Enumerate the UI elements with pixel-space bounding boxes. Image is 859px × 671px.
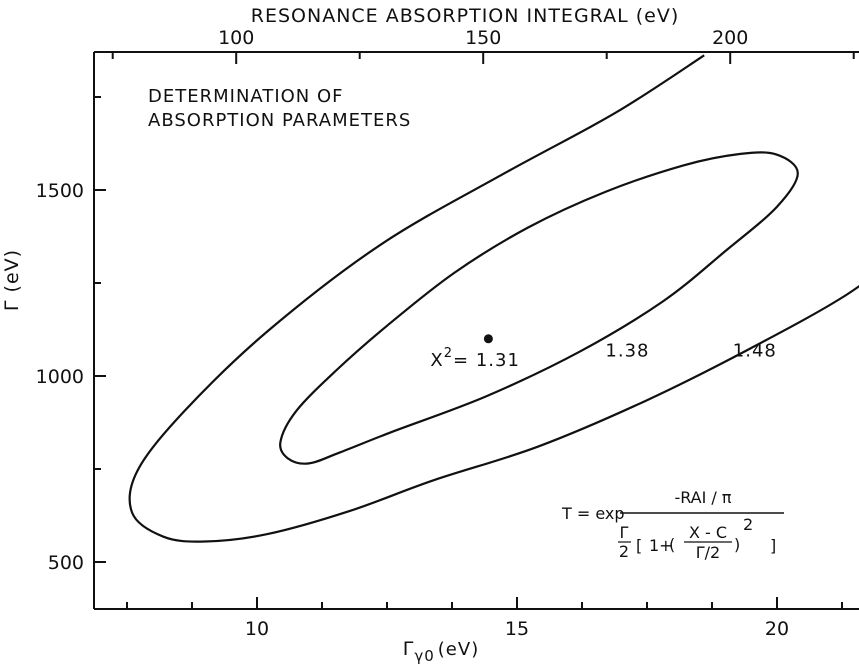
x-tick-label: 10 [245,618,269,640]
contours: 1.38 1.48 [128,54,859,543]
formula-gamma: Γ [620,523,629,542]
chi2-value: = 1.31 [453,350,520,371]
top-tick-label: 100 [218,27,254,49]
x-tick-label: 15 [505,618,529,640]
top-tick-label: 150 [465,27,501,49]
formula-paren-open: ( [669,535,675,554]
formula-two: 2 [619,542,629,561]
y-tick-label: 500 [48,552,84,574]
chi2-symbol: X [430,350,443,371]
contour-label: 1.38 [605,341,649,362]
formula-one-plus: 1+ [649,536,673,555]
transmission-formula: T = exp -RAI / π Γ 2 [ 1+ ( X - C Γ/2 ) … [561,488,784,562]
formula-inner-denominator: Γ/2 [696,543,720,562]
x-axis-title: Γγ0 (eV) [403,638,479,665]
best-fit-point [483,334,493,344]
formula-inner-numerator: X - C [689,523,727,542]
y-tick-label: 1500 [36,180,84,202]
x-axis-title-unit: (eV) [438,639,479,660]
ticks: 10 15 20 500 1000 1500 100 150 200 [36,27,855,640]
contour-1-48 [128,54,859,543]
y-axis-title: Γ (eV) [1,249,23,311]
formula-numerator: -RAI / π [674,488,731,507]
contour-1-38 [279,151,799,465]
contour-label: 1.48 [733,341,777,362]
x-axis-title-sub: γ0 [414,647,434,665]
chart-title-line-2: ABSORPTION PARAMETERS [148,110,411,131]
chi2-annotation: X2= 1.31 [430,346,520,371]
chi2-superscript: 2 [444,346,453,361]
y-tick-label: 1000 [36,366,84,388]
formula-bracket-close: ] [770,536,776,555]
formula-lhs: T = exp [561,504,625,523]
top-tick-label: 200 [712,27,748,49]
x-axis-title-base: Γ [403,638,415,660]
formula-paren-close: ) [734,535,740,554]
formula-bracket-open: [ [636,536,642,555]
formula-exponent: 2 [743,515,753,534]
chart-title-line-1: DETERMINATION OF [148,86,344,107]
top-axis-title: RESONANCE ABSORPTION INTEGRAL (eV) [251,5,679,27]
x-tick-label: 20 [765,618,789,640]
axes [93,51,859,610]
